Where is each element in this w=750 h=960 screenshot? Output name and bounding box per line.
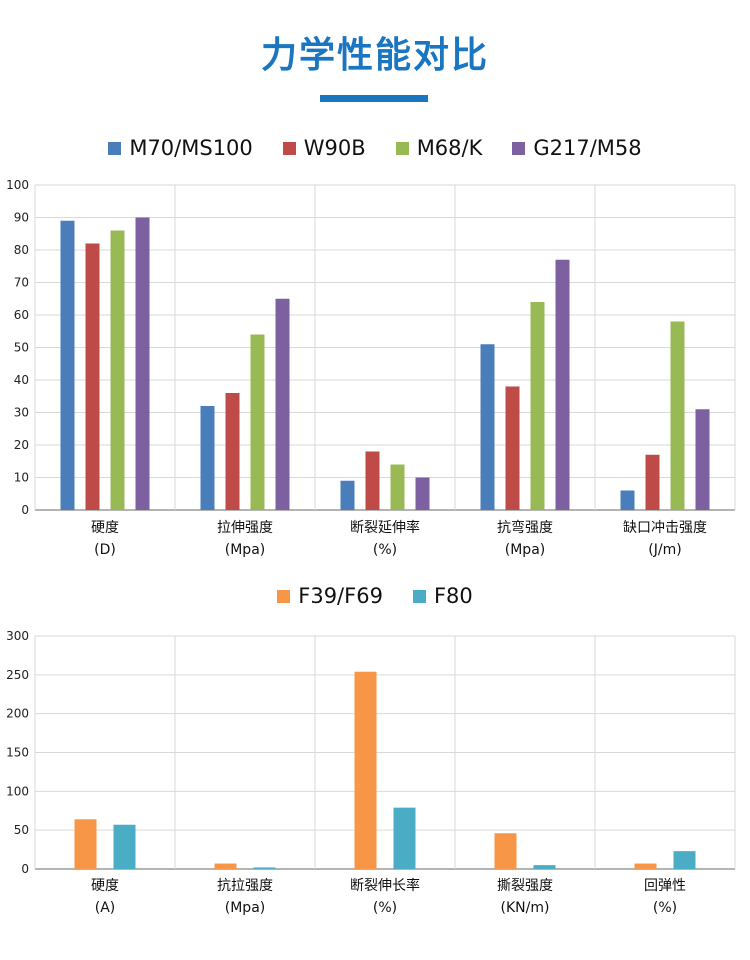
x-tick-label: 撕裂强度 [497, 878, 553, 894]
legend-swatch [108, 141, 122, 155]
y-tick-label: 250 [6, 668, 29, 682]
x-tick-unit: (Mpa) [225, 900, 265, 916]
y-tick-label: 30 [14, 406, 29, 420]
legend-item: M70/MS100 [108, 136, 253, 160]
legend-label: M70/MS100 [129, 136, 253, 160]
bar [505, 386, 520, 510]
x-tick-label: 断裂伸长率 [350, 877, 420, 894]
x-tick-unit: (%) [373, 542, 397, 558]
bar [530, 302, 545, 510]
bar [533, 865, 556, 869]
y-tick-label: 0 [21, 862, 29, 876]
legend-item: F39/F69 [277, 584, 383, 608]
legend-item: G217/M58 [512, 136, 642, 160]
x-tick-label: 缺口冲击强度 [623, 520, 707, 536]
chart2-legend: F39/F69 F80 [0, 584, 750, 608]
y-tick-label: 40 [14, 373, 29, 387]
legend-label: F39/F69 [298, 584, 383, 608]
bar [253, 867, 276, 869]
bar [393, 807, 416, 869]
bar [275, 298, 290, 510]
y-tick-label: 0 [21, 503, 29, 517]
bar [480, 344, 495, 510]
bar [634, 863, 657, 869]
legend-label: W90B [303, 136, 366, 160]
legend-label: F80 [433, 584, 473, 608]
bar [365, 451, 380, 510]
page-title: 力学性能对比 [260, 35, 489, 76]
x-tick-unit: (J/m) [648, 542, 681, 558]
x-tick-unit: (D) [94, 542, 116, 558]
y-tick-label: 100 [6, 784, 29, 798]
x-tick-unit: (Mpa) [505, 542, 545, 558]
chart2-svg: 0 50 100 150 200 250 300 硬度 (A) 抗拉强度 (Mpa) 断裂伸长率 (%)… [6, 629, 736, 916]
bar [74, 819, 97, 869]
bar [354, 671, 377, 869]
legend-swatch [277, 589, 291, 603]
bar [85, 243, 100, 510]
legend-item: M68/K [395, 136, 483, 160]
x-tick-label: 硬度 [91, 878, 119, 894]
legend-label: M68/K [416, 136, 483, 160]
x-tick-label: 硬度 [91, 520, 119, 536]
legend-swatch [512, 141, 526, 155]
bar [670, 321, 685, 510]
y-tick-label: 50 [14, 823, 29, 837]
y-tick-label: 90 [14, 211, 29, 225]
bar [110, 230, 125, 510]
x-tick-label: 抗弯强度 [497, 519, 553, 536]
x-tick-label: 断裂延伸率 [350, 519, 420, 536]
y-tick-label: 20 [14, 438, 29, 452]
y-tick-label: 100 [6, 178, 29, 192]
x-tick-unit: (A) [95, 900, 116, 916]
bar [673, 851, 696, 869]
y-tick-label: 300 [6, 629, 29, 643]
chart1-legend: M70/MS100 W90B M68/K G217/M58 [0, 136, 750, 160]
legend-swatch [395, 141, 409, 155]
legend-label: G217/M58 [533, 136, 642, 160]
bar [390, 464, 405, 510]
y-tick-label: 80 [14, 243, 29, 257]
legend-swatch [412, 589, 426, 603]
bar [225, 393, 240, 510]
bar [415, 477, 430, 510]
legend-swatch [282, 141, 296, 155]
y-tick-label: 200 [6, 707, 29, 721]
title-underline [320, 95, 428, 102]
x-tick-unit: (%) [373, 900, 397, 916]
bar [340, 480, 355, 510]
x-tick-unit: (KN/m) [501, 900, 550, 916]
x-tick-label: 拉伸强度 [217, 520, 273, 536]
legend-item: W90B [282, 136, 366, 160]
y-tick-label: 10 [14, 471, 29, 485]
bar [135, 217, 150, 510]
x-tick-unit: (Mpa) [225, 542, 265, 558]
bar [200, 406, 215, 510]
y-tick-label: 70 [14, 276, 29, 290]
x-tick-label: 回弹性 [644, 878, 686, 894]
legend-item: F80 [412, 584, 473, 608]
bar [113, 824, 136, 869]
bar [555, 259, 570, 510]
y-tick-label: 60 [14, 308, 29, 322]
x-tick-unit: (%) [653, 900, 677, 916]
bar [645, 454, 660, 510]
bar [214, 863, 237, 869]
y-tick-label: 50 [14, 341, 29, 355]
bar [620, 490, 635, 510]
y-tick-label: 150 [6, 746, 29, 760]
bar [494, 833, 517, 869]
bar [60, 220, 75, 510]
bar [250, 334, 265, 510]
bar [695, 409, 710, 510]
x-tick-label: 抗拉强度 [217, 878, 273, 894]
chart1-svg: 0 10 20 30 40 50 60 70 80 90 100 硬度 (D) 拉伸强度 (Mpa) 断裂延伸… [6, 178, 736, 558]
